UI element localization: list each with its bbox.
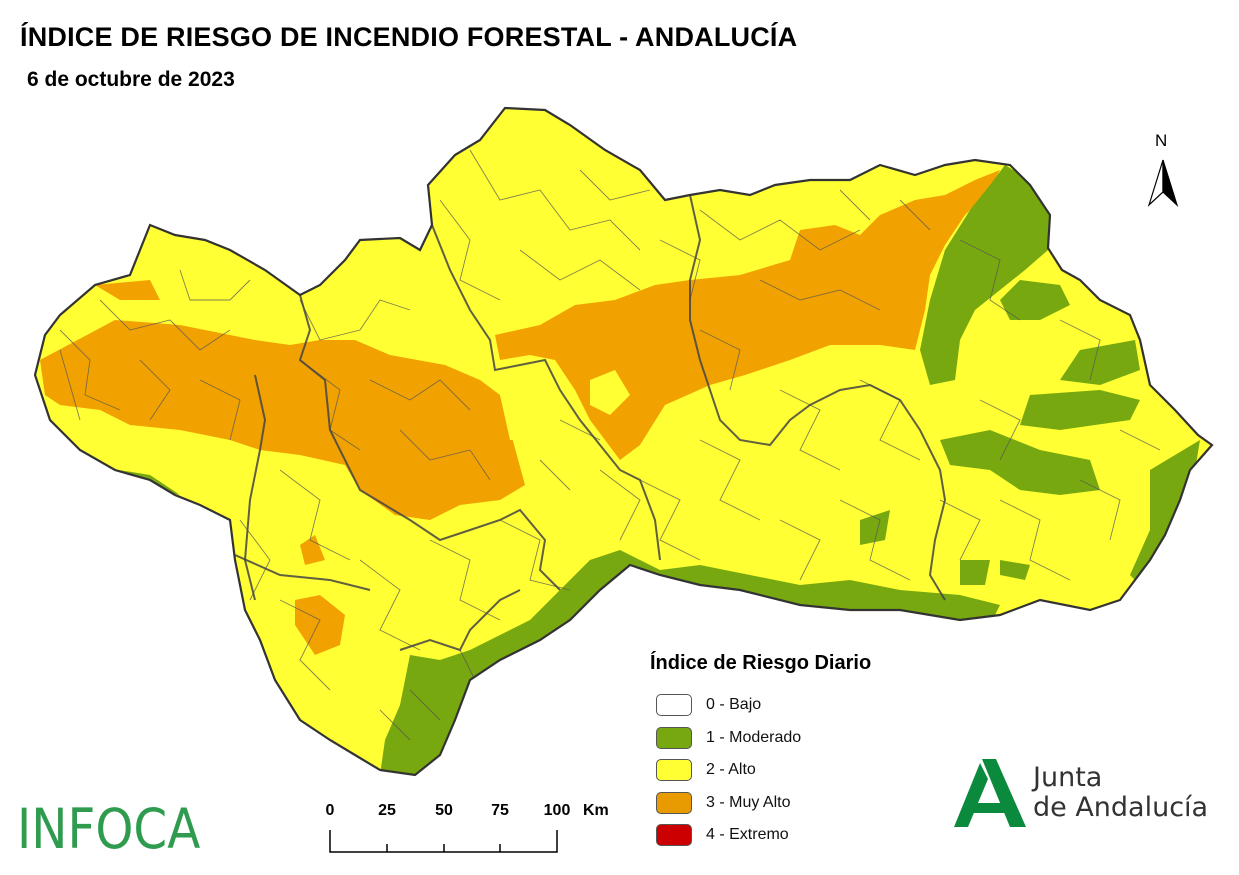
legend-item-extremo: 4 - Extremo xyxy=(650,819,950,852)
north-arrow-icon xyxy=(1147,159,1179,207)
legend-swatch xyxy=(656,759,692,782)
infoca-logo: INFOCA xyxy=(17,797,201,861)
legend-label: 0 - Bajo xyxy=(706,696,762,714)
legend-swatch xyxy=(656,791,692,814)
junta-andalucia-wordmark: Junta de Andalucía xyxy=(1033,763,1208,823)
north-label: N xyxy=(1155,131,1168,150)
scale-tick-label: 75 xyxy=(491,802,509,819)
legend-title: Índice de Riesgo Diario xyxy=(650,652,872,674)
municipal-boundaries xyxy=(59,149,1161,741)
legend-swatch xyxy=(656,726,692,749)
legend-swatch xyxy=(656,694,692,717)
alto-patches xyxy=(500,370,630,440)
scale-tick-label: 25 xyxy=(378,802,396,819)
map-title: ÍNDICE DE RIESGO DE INCENDIO FORESTAL - … xyxy=(20,22,798,52)
scale-unit: Km xyxy=(583,802,609,819)
scale-tick-label: 0 xyxy=(325,802,335,819)
province-boundaries xyxy=(234,194,947,652)
junta-line2: de Andalucía xyxy=(1033,792,1209,823)
legend-label: 4 - Extremo xyxy=(706,826,789,844)
scale-tick-label: 100 xyxy=(543,802,571,819)
map-date: 6 de octubre de 2023 xyxy=(27,68,235,91)
legend-item-bajo: 0 - Bajo xyxy=(650,689,950,722)
junta-andalucia-logo-icon xyxy=(954,759,1026,827)
legend-item-alto: 2 - Alto xyxy=(650,754,950,787)
legend-item-muy-alto: 3 - Muy Alto xyxy=(650,787,950,820)
legend-item-moderado: 1 - Moderado xyxy=(650,722,950,755)
scale-bar-lines xyxy=(329,830,558,853)
legend-swatch xyxy=(656,824,692,847)
legend-label: 2 - Alto xyxy=(706,761,756,779)
legend-label: 1 - Moderado xyxy=(706,728,802,746)
junta-line1: Junta xyxy=(1033,762,1103,793)
map-legend: Índice de Riesgo Diario 0 - Bajo 1 - Mod… xyxy=(650,652,950,852)
legend-label: 3 - Muy Alto xyxy=(706,793,791,811)
scale-bar: 0 25 50 75 100 Km xyxy=(320,800,620,860)
scale-tick-label: 50 xyxy=(435,802,453,819)
